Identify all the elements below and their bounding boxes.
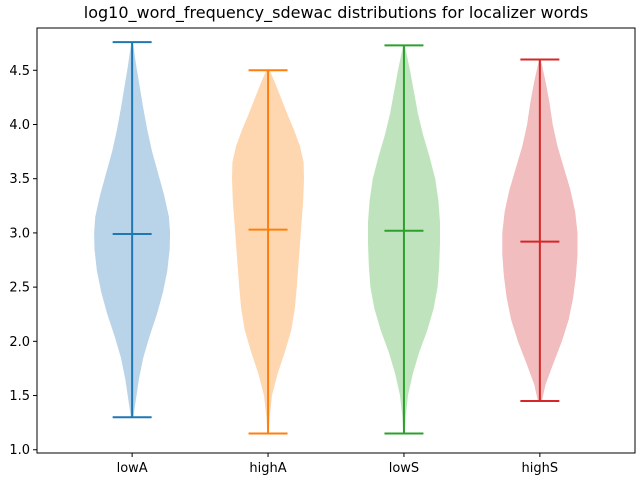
y-tick-label: 3.0 <box>9 226 30 241</box>
y-tick-label: 2.0 <box>9 335 30 350</box>
violin-lowA <box>94 41 171 419</box>
x-tick-label: lowA <box>117 461 148 476</box>
violin-highS <box>502 58 578 402</box>
chart-title: log10_word_frequency_sdewac distribution… <box>84 3 588 23</box>
plot-area <box>94 41 578 435</box>
violin-highA <box>232 69 304 435</box>
y-tick-label: 2.5 <box>9 281 30 296</box>
x-tick-label: highA <box>249 461 286 476</box>
y-tick-label: 4.0 <box>9 118 30 133</box>
y-tick-label: 3.5 <box>9 172 30 187</box>
x-tick-label: lowS <box>389 461 419 476</box>
x-tick-label: highS <box>522 461 559 476</box>
y-tick-label: 1.0 <box>9 443 30 458</box>
axes: 1.0 1.5 2.0 2.5 3.0 3.5 4.0 4.5 lowA highA lowS hig… <box>9 27 636 476</box>
y-tick-label: 4.5 <box>9 64 30 79</box>
axes-frame <box>36 27 636 454</box>
violin-lowS <box>368 44 440 435</box>
y-tick-label: 1.5 <box>9 389 30 404</box>
